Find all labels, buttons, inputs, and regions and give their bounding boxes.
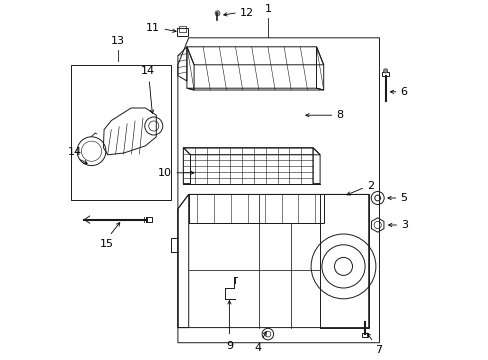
Text: 2: 2 xyxy=(367,181,374,192)
Text: 10: 10 xyxy=(158,168,171,178)
Text: 15: 15 xyxy=(100,239,114,249)
Text: 12: 12 xyxy=(240,8,254,18)
Bar xyxy=(362,333,367,337)
Circle shape xyxy=(383,69,387,73)
Text: 4: 4 xyxy=(254,343,261,354)
Text: 3: 3 xyxy=(400,220,407,230)
Text: 7: 7 xyxy=(374,345,382,355)
FancyBboxPatch shape xyxy=(177,28,187,36)
Bar xyxy=(71,65,171,200)
Text: 5: 5 xyxy=(400,193,407,203)
Text: 11: 11 xyxy=(145,23,160,33)
Bar xyxy=(179,26,186,32)
Text: 1: 1 xyxy=(264,4,271,14)
Circle shape xyxy=(215,11,220,16)
Bar xyxy=(382,72,388,76)
Text: 13: 13 xyxy=(111,36,124,46)
Text: 8: 8 xyxy=(336,110,343,120)
Text: 9: 9 xyxy=(225,341,232,351)
Bar xyxy=(145,217,152,222)
Text: 6: 6 xyxy=(400,87,407,97)
Text: 14: 14 xyxy=(68,147,82,157)
Text: 14: 14 xyxy=(141,66,155,76)
